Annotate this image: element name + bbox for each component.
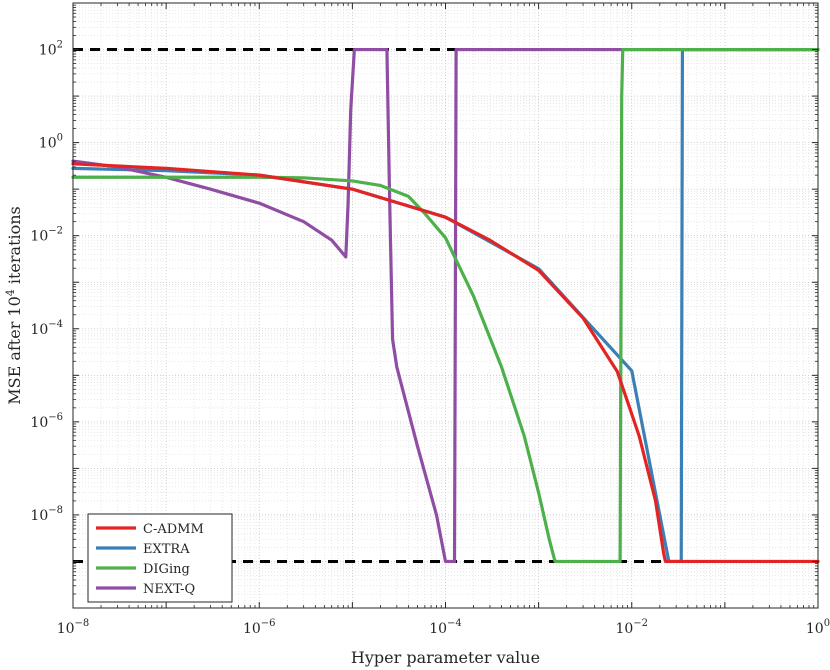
y-tick-label-base: 10 [30,322,48,338]
x-tick-labels: 10−8 10−6 10−4 10−2 100 [57,618,830,637]
x-tick-label: 10−2 [615,618,648,637]
y-tick-label-base: 10 [39,43,57,59]
y-tick-label-base: 10 [30,415,48,431]
y-tick-label-base: 10 [39,136,57,152]
x-tick-label-base: 10 [57,621,75,637]
y-axis-label-exponent: 4 [4,289,17,296]
x-tick-label-base: 10 [243,621,261,637]
data-series [71,47,820,564]
y-tick-label: 10−8 [30,505,63,524]
y-axis-label-main: MSE after 10 [5,296,24,405]
x-tick-label-base: 10 [806,621,824,637]
legend-label: EXTRA [143,542,190,557]
x-tick-label-exponent: −6 [261,618,276,629]
y-tick-label: 100 [39,133,63,152]
x-tick-label: 100 [806,618,830,637]
x-tick-label-base: 10 [429,621,447,637]
y-tick-label-exponent: 2 [57,40,63,51]
y-tick-label-exponent: −8 [48,505,63,516]
legend-label: C-ADMM [143,522,204,537]
x-tick-label-base: 10 [615,621,633,637]
y-axis-label-tail: iterations [5,206,24,289]
x-tick-label-exponent: −4 [447,618,462,629]
x-tick-label-exponent: −2 [633,618,648,629]
y-tick-label-base: 10 [30,229,48,245]
series-line-diging [71,47,820,564]
y-tick-label-exponent: 0 [57,133,63,144]
x-tick-label-exponent: −8 [75,618,90,629]
legend: C-ADMM EXTRA DIGing NEXT-Q [87,513,233,603]
x-axis-label: Hyper parameter value [351,648,540,667]
y-tick-label-exponent: −4 [48,319,63,330]
x-tick-label: 10−8 [57,618,90,637]
y-axis-label: MSE after 104 iterations [4,206,24,405]
y-tick-label-base: 10 [30,508,48,524]
legend-label: NEXT-Q [143,582,195,597]
y-tick-label: 102 [39,40,63,59]
series-line-c-admm [71,162,820,564]
axis-ticks [72,2,819,609]
x-tick-label-exponent: 0 [824,618,830,629]
y-tick-label-exponent: −6 [48,412,63,423]
y-tick-label-exponent: −2 [48,226,63,237]
y-tick-label: 10−2 [30,226,63,245]
x-tick-label: 10−4 [429,618,462,637]
x-tick-label: 10−6 [243,618,276,637]
y-tick-label: 10−6 [30,412,63,431]
y-tick-label: 10−4 [30,319,63,338]
legend-label: DIGing [143,562,190,577]
